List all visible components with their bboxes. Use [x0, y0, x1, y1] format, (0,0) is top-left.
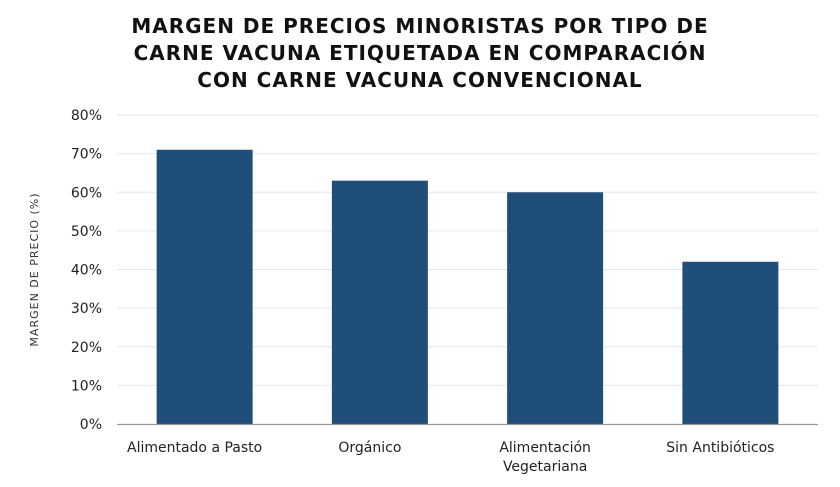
y-tick-label: 60% [71, 185, 102, 201]
y-axis-label: MARGEN DE PRECIO (%) [28, 192, 41, 346]
y-tick-label: 10% [71, 378, 102, 394]
y-axis-title: MARGEN DE PRECIO (%) [28, 192, 41, 346]
y-axis-ticks: 0% 10% 20% 30% 40% 50% 60% 70% 80% [71, 108, 102, 433]
x-tick-label: Orgánico [338, 440, 401, 456]
x-tick-label: Sin Antibióticos [666, 440, 774, 456]
x-tick-label: Alimentación [499, 440, 591, 456]
x-tick-label: Alimentado a Pasto [127, 440, 262, 456]
y-tick-label: 40% [71, 263, 102, 279]
x-axis-categories: Alimentado a Pasto Orgánico Alimentación Ve… [127, 440, 774, 475]
y-tick-label: 0% [80, 417, 102, 433]
bar [682, 261, 779, 424]
y-tick-label: 50% [71, 224, 102, 240]
y-tick-label: 30% [71, 301, 102, 317]
bar [507, 192, 604, 424]
chart-title-line: MARGEN DE PRECIOS MINORISTAS POR TIPO DE [131, 14, 708, 38]
chart-title: MARGEN DE PRECIOS MINORISTAS POR TIPO DE… [131, 14, 708, 92]
bar [156, 149, 253, 424]
x-tick-label: Vegetariana [503, 459, 587, 475]
y-tick-label: 20% [71, 340, 102, 356]
chart-title-line: CON CARNE VACUNA CONVENCIONAL [197, 68, 642, 92]
bar [331, 180, 428, 424]
y-tick-label: 80% [71, 108, 102, 124]
chart-title-line: CARNE VACUNA ETIQUETADA EN COMPARACIÓN [134, 41, 707, 65]
bars [156, 149, 779, 424]
y-tick-label: 70% [71, 147, 102, 163]
